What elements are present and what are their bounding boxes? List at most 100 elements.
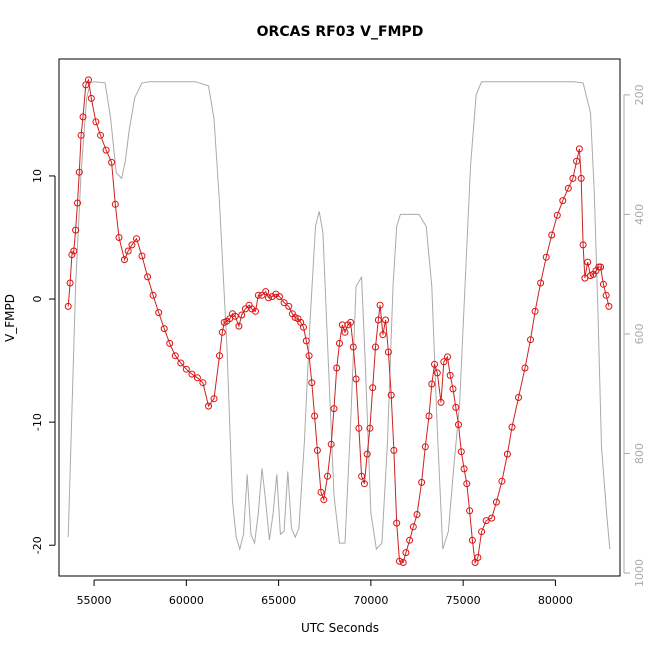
data-point: [602, 291, 610, 299]
data-point: [457, 448, 465, 456]
data-point: [311, 412, 319, 420]
data-point: [579, 241, 587, 249]
plot-frame: [58, 58, 621, 577]
data-point: [66, 279, 74, 287]
y-right-tick-label: 400: [633, 204, 646, 225]
data-point: [413, 511, 421, 518]
data-point: [111, 200, 119, 208]
data-point: [74, 199, 81, 207]
x-axis-label: UTC Seconds: [301, 621, 379, 635]
data-point: [374, 316, 382, 324]
data-point: [85, 76, 92, 84]
data-point: [406, 536, 414, 544]
data-point: [466, 507, 474, 515]
data-point: [537, 279, 545, 287]
data-point: [79, 113, 87, 121]
data-point: [460, 465, 468, 473]
data-point: [463, 480, 471, 488]
data-point: [573, 157, 581, 165]
data-point: [72, 226, 80, 234]
data-point: [248, 305, 256, 313]
data-point: [409, 523, 417, 531]
data-point: [431, 360, 438, 368]
data-point: [360, 480, 368, 488]
x-tick-label: 65000: [261, 594, 296, 607]
data-point: [503, 450, 511, 458]
data-point: [363, 450, 371, 458]
data-point: [468, 536, 476, 544]
data-point: [521, 364, 529, 372]
data-point: [336, 339, 343, 347]
y-tick-label: 10: [31, 169, 44, 183]
data-point: [149, 291, 157, 299]
data-point: [305, 352, 313, 360]
data-point: [77, 131, 85, 139]
data-point: [355, 424, 363, 432]
data-point: [358, 472, 366, 480]
data-point: [599, 280, 607, 288]
data-point: [352, 375, 360, 383]
data-point: [210, 395, 218, 403]
data-point: [382, 316, 390, 324]
data-point: [387, 391, 395, 399]
data-point: [324, 472, 331, 480]
data-point: [97, 131, 104, 139]
data-point: [488, 514, 496, 522]
y-tick-label: -10: [31, 413, 44, 431]
data-point: [231, 312, 239, 320]
data-point: [128, 241, 136, 249]
data-point: [252, 307, 259, 315]
data-point: [452, 403, 460, 411]
data-point: [285, 302, 293, 310]
data-point: [605, 302, 613, 310]
data-point: [205, 402, 212, 410]
data-point: [508, 423, 516, 431]
data-point: [474, 554, 482, 561]
data-point: [421, 443, 429, 451]
data-point: [531, 307, 539, 315]
data-point: [193, 374, 201, 382]
data-point: [313, 446, 321, 454]
data-point: [320, 496, 328, 504]
data-point: [171, 352, 179, 360]
data-point: [418, 478, 426, 486]
primary-series-layer: [64, 76, 613, 566]
chart-title: ORCAS RF03 V_FMPD: [257, 24, 424, 40]
data-point: [254, 291, 262, 299]
data-point: [584, 258, 592, 266]
data-point: [581, 274, 589, 282]
y-right-tick-label: 600: [633, 323, 646, 344]
data-point: [482, 517, 490, 525]
data-point: [258, 291, 266, 299]
y-axis: -20 -10 0 10: [31, 169, 56, 554]
data-point: [144, 273, 152, 281]
data-point: [108, 158, 116, 166]
data-point: [177, 359, 185, 367]
data-point: [553, 211, 561, 219]
data-point: [238, 311, 246, 319]
data-point: [218, 328, 226, 336]
data-point: [564, 184, 572, 192]
data-point: [542, 253, 550, 261]
data-point: [376, 301, 384, 309]
data-point: [124, 247, 132, 255]
data-point: [87, 94, 95, 102]
data-point: [262, 288, 270, 296]
data-point: [515, 394, 522, 401]
y-right-tick-label: 200: [633, 84, 646, 105]
data-point: [384, 348, 392, 356]
data-point: [372, 343, 379, 351]
x-tick-label: 75000: [446, 594, 481, 607]
data-point: [396, 557, 403, 565]
x-tick-label: 60000: [169, 594, 204, 607]
data-point: [70, 247, 78, 255]
data-point: [182, 365, 190, 373]
data-point: [437, 398, 445, 406]
data-point: [548, 231, 556, 239]
data-point: [102, 146, 110, 154]
y-right-tick-label: 1000: [633, 559, 646, 587]
data-point: [155, 309, 163, 317]
data-point: [349, 343, 357, 351]
data-point: [276, 293, 283, 301]
